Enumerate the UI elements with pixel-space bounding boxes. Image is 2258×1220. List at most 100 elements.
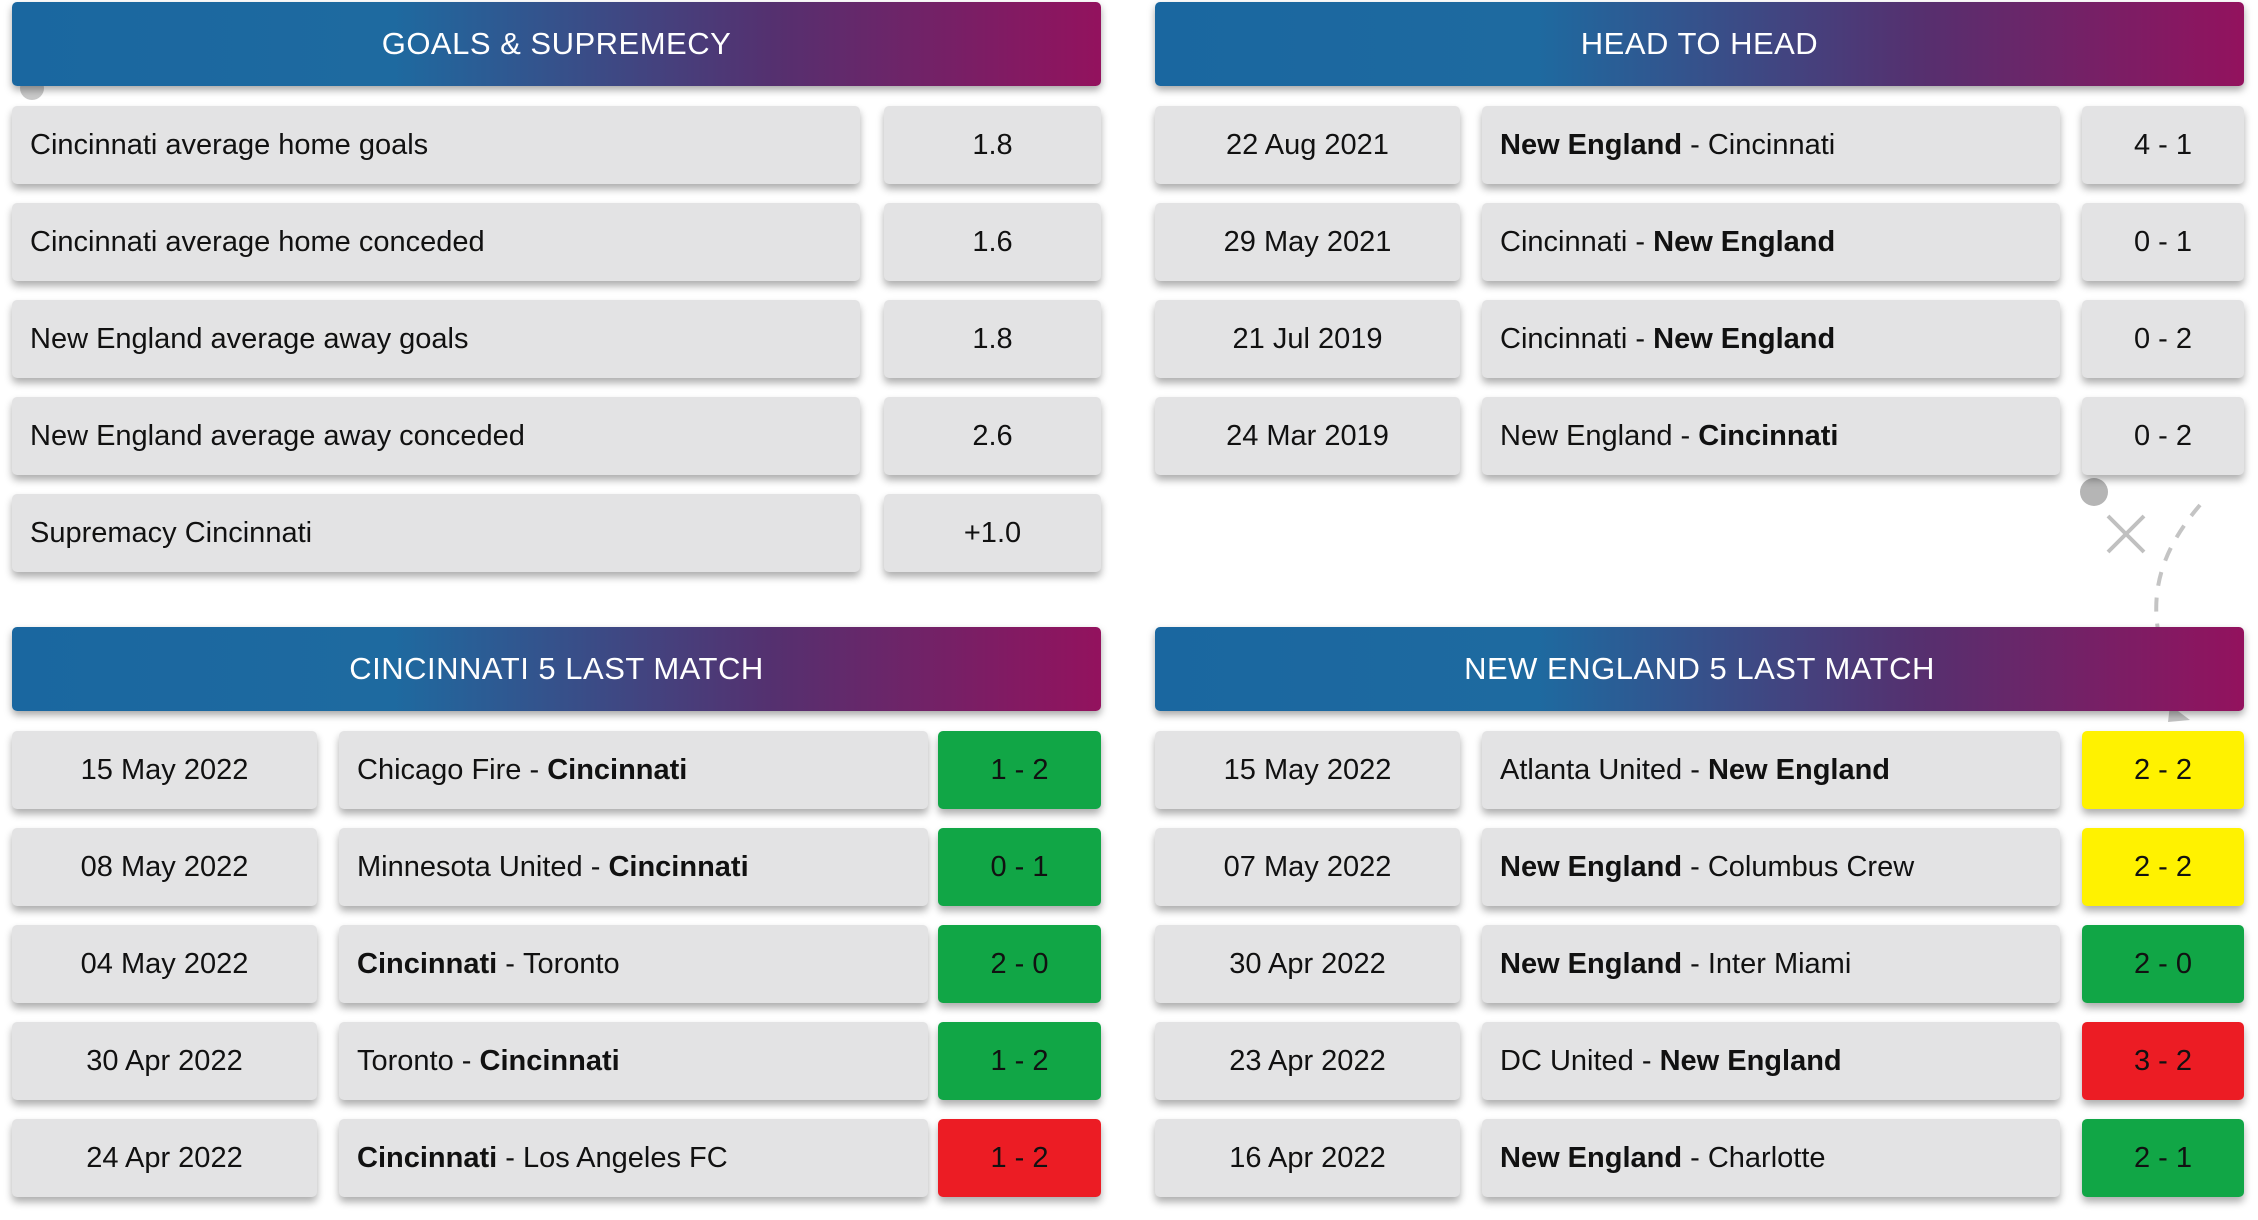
home-team: Cincinnati xyxy=(1500,225,1628,258)
match-teams: Cincinnati - Toronto xyxy=(339,925,928,1003)
team-separator: - xyxy=(453,1044,480,1077)
last-match-row[interactable]: 07 May 2022 New England - Columbus Crew 2 … xyxy=(1155,828,2244,906)
cross-mark xyxy=(2106,514,2146,554)
match-date: 15 May 2022 xyxy=(1155,731,1460,809)
match-date: 08 May 2022 xyxy=(12,828,317,906)
match-score-badge: 2 - 2 xyxy=(2082,828,2244,906)
match-teams: Toronto - Cincinnati xyxy=(339,1022,928,1100)
match-date: 07 May 2022 xyxy=(1155,828,1460,906)
last-match-row[interactable]: 30 Apr 2022 Toronto - Cincinnati 1 - 2 xyxy=(12,1022,1101,1100)
away-team: New England xyxy=(1653,225,1836,258)
match-teams: DC United - New England xyxy=(1482,1022,2060,1100)
new-england-last-matches-header: NEW ENGLAND 5 LAST MATCH xyxy=(1155,627,2244,711)
goals-supremacy-header: GOALS & SUPREMECY xyxy=(12,2,1101,86)
away-team: Cincinnati xyxy=(547,753,688,786)
match-teams: Atlanta United - New England xyxy=(1482,731,2060,809)
match-teams: New England - Charlotte xyxy=(1482,1119,2060,1197)
away-team: Inter Miami xyxy=(1707,947,1852,980)
match-date: 30 Apr 2022 xyxy=(12,1022,317,1100)
team-separator: - xyxy=(1682,1141,1708,1174)
home-team: Cincinnati xyxy=(357,1141,498,1174)
home-team: Cincinnati xyxy=(357,947,498,980)
home-team: New England xyxy=(1500,128,1683,161)
home-team: DC United xyxy=(1500,1044,1634,1077)
team-separator: - xyxy=(521,753,548,786)
match-score-badge: 2 - 0 xyxy=(2082,925,2244,1003)
stat-value: 2.6 xyxy=(884,397,1101,475)
match-score-badge: 2 - 1 xyxy=(2082,1119,2244,1197)
last-match-row[interactable]: 16 Apr 2022 New England - Charlotte 2 - 1 xyxy=(1155,1119,2244,1197)
match-score-badge: 0 - 1 xyxy=(938,828,1101,906)
away-team: New England xyxy=(1653,322,1836,355)
goals-stat-row[interactable]: New England average away goals 1.8 xyxy=(12,300,1101,378)
match-teams: Cincinnati - New England xyxy=(1482,300,2060,378)
goals-stat-row[interactable]: New England average away conceded 2.6 xyxy=(12,397,1101,475)
match-date: 24 Apr 2022 xyxy=(12,1119,317,1197)
team-separator: - xyxy=(1633,1044,1660,1077)
stat-value: +1.0 xyxy=(884,494,1101,572)
last-match-row[interactable]: 15 May 2022 Chicago Fire - Cincinnati 1 - … xyxy=(12,731,1101,809)
head-to-head-header: HEAD TO HEAD xyxy=(1155,2,2244,86)
away-team: New England xyxy=(1659,1044,1842,1077)
stat-value: 1.6 xyxy=(884,203,1101,281)
match-date: 22 Aug 2021 xyxy=(1155,106,1460,184)
match-teams: New England - Cincinnati xyxy=(1482,397,2060,475)
marker-dot xyxy=(2080,478,2108,506)
h2h-match-row[interactable]: 21 Jul 2019 Cincinnati - New England 0 - 2 xyxy=(1155,300,2244,378)
stat-label: Cincinnati average home conceded xyxy=(12,203,860,281)
match-score: 0 - 1 xyxy=(2082,203,2244,281)
last-match-row[interactable]: 08 May 2022 Minnesota United - Cincinnati… xyxy=(12,828,1101,906)
home-team: Chicago Fire xyxy=(357,753,522,786)
away-team: Cincinnati xyxy=(608,850,749,883)
cincinnati-last-matches-header: CINCINNATI 5 LAST MATCH xyxy=(12,627,1101,711)
match-date: 16 Apr 2022 xyxy=(1155,1119,1460,1197)
stat-label: New England average away conceded xyxy=(12,397,860,475)
h2h-match-row[interactable]: 22 Aug 2021 New England - Cincinnati 4 - 1 xyxy=(1155,106,2244,184)
stat-value: 1.8 xyxy=(884,300,1101,378)
away-team: Cincinnati xyxy=(1707,128,1836,161)
h2h-match-row[interactable]: 29 May 2021 Cincinnati - New England 0 - 1 xyxy=(1155,203,2244,281)
away-team: Cincinnati xyxy=(479,1044,620,1077)
last-match-row[interactable]: 24 Apr 2022 Cincinnati - Los Angeles FC 1 … xyxy=(12,1119,1101,1197)
match-date: 21 Jul 2019 xyxy=(1155,300,1460,378)
team-separator: - xyxy=(497,947,523,980)
team-separator: - xyxy=(1627,225,1654,258)
goals-stat-row[interactable]: Supremacy Cincinnati +1.0 xyxy=(12,494,1101,572)
home-team: Atlanta United xyxy=(1500,753,1683,786)
match-score-badge: 1 - 2 xyxy=(938,1119,1101,1197)
stat-label: Supremacy Cincinnati xyxy=(12,494,860,572)
home-team: Toronto xyxy=(357,1044,454,1077)
stat-label: New England average away goals xyxy=(12,300,860,378)
team-separator: - xyxy=(1682,850,1708,883)
match-score-badge: 1 - 2 xyxy=(938,1022,1101,1100)
last-match-row[interactable]: 30 Apr 2022 New England - Inter Miami 2 - … xyxy=(1155,925,2244,1003)
team-separator: - xyxy=(1682,753,1708,786)
team-separator: - xyxy=(582,850,609,883)
team-separator: - xyxy=(1672,419,1699,452)
away-team: Charlotte xyxy=(1707,1141,1826,1174)
match-score: 0 - 2 xyxy=(2082,397,2244,475)
match-teams: Minnesota United - Cincinnati xyxy=(339,828,928,906)
h2h-match-row[interactable]: 24 Mar 2019 New England - Cincinnati 0 - 2 xyxy=(1155,397,2244,475)
last-match-row[interactable]: 04 May 2022 Cincinnati - Toronto 2 - 0 xyxy=(12,925,1101,1003)
match-teams: New England - Cincinnati xyxy=(1482,106,2060,184)
goals-stat-row[interactable]: Cincinnati average home goals 1.8 xyxy=(12,106,1101,184)
match-score: 0 - 2 xyxy=(2082,300,2244,378)
stat-label: Cincinnati average home goals xyxy=(12,106,860,184)
match-teams: Cincinnati - New England xyxy=(1482,203,2060,281)
last-match-row[interactable]: 23 Apr 2022 DC United - New England 3 - 2 xyxy=(1155,1022,2244,1100)
home-team: New England xyxy=(1500,947,1683,980)
stat-value: 1.8 xyxy=(884,106,1101,184)
match-date: 29 May 2021 xyxy=(1155,203,1460,281)
match-teams: New England - Columbus Crew xyxy=(1482,828,2060,906)
match-teams: New England - Inter Miami xyxy=(1482,925,2060,1003)
goals-stat-row[interactable]: Cincinnati average home conceded 1.6 xyxy=(12,203,1101,281)
last-match-row[interactable]: 15 May 2022 Atlanta United - New England 2… xyxy=(1155,731,2244,809)
match-date: 24 Mar 2019 xyxy=(1155,397,1460,475)
home-team: Minnesota United xyxy=(357,850,583,883)
match-date: 30 Apr 2022 xyxy=(1155,925,1460,1003)
home-team: New England xyxy=(1500,1141,1683,1174)
match-date: 15 May 2022 xyxy=(12,731,317,809)
away-team: Toronto xyxy=(522,947,620,980)
team-separator: - xyxy=(497,1141,523,1174)
